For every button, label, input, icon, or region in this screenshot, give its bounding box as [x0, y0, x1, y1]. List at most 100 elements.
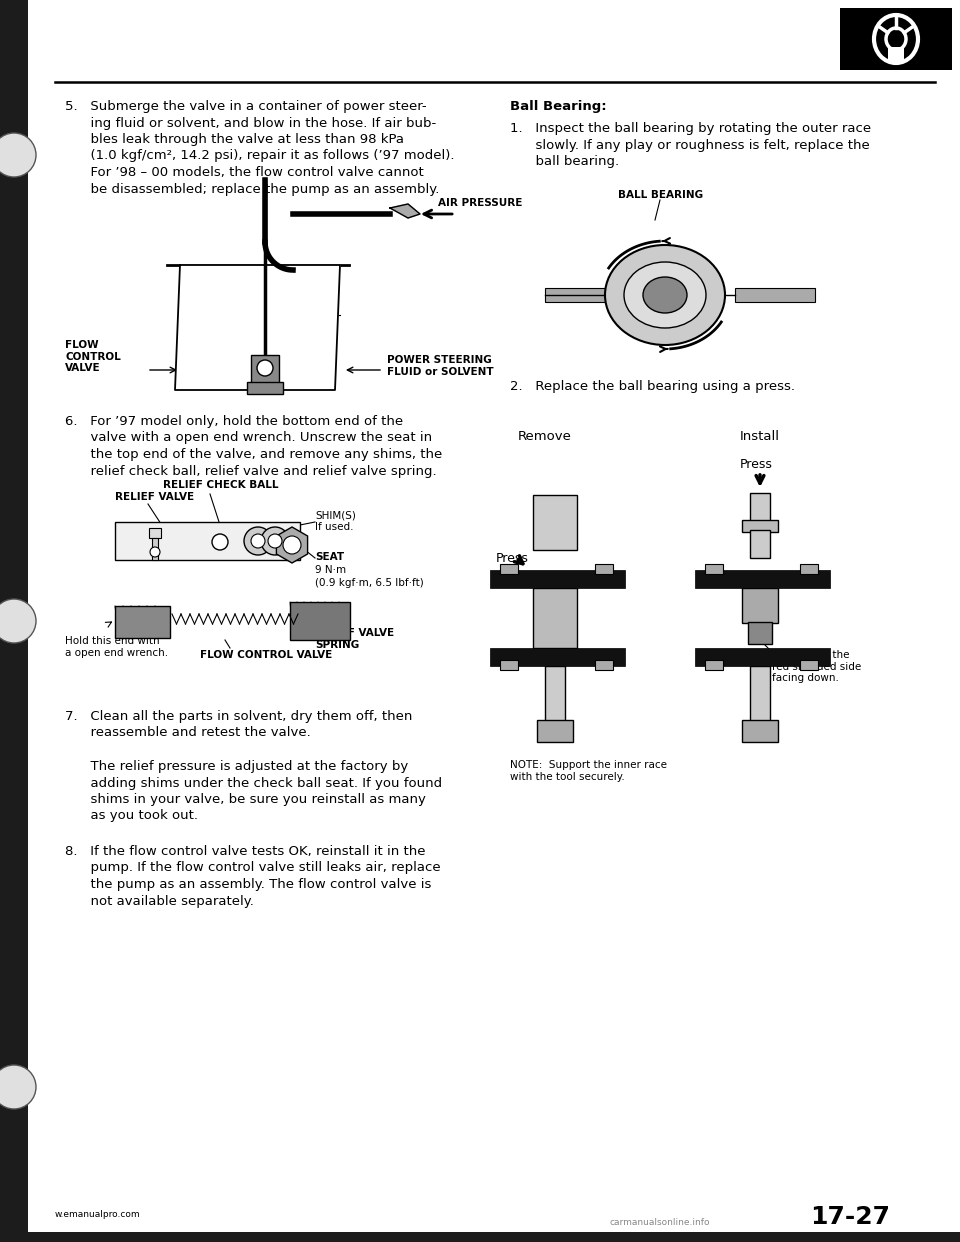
Text: FLOW
CONTROL
VALVE: FLOW CONTROL VALVE: [65, 340, 121, 373]
Bar: [149, 528, 161, 538]
Bar: [0, 1232, 960, 1242]
Text: ing fluid or solvent, and blow in the hose. If air bub-: ing fluid or solvent, and blow in the ho…: [65, 117, 436, 129]
Text: 5.   Submerge the valve in a container of power steer-: 5. Submerge the valve in a container of …: [65, 101, 426, 113]
Bar: [500, 660, 518, 669]
Text: The relief pressure is adjusted at the factory by: The relief pressure is adjusted at the f…: [65, 760, 408, 773]
Text: For ’98 – 00 models, the flow control valve cannot: For ’98 – 00 models, the flow control va…: [65, 166, 423, 179]
Circle shape: [0, 599, 36, 643]
Ellipse shape: [643, 277, 687, 313]
Text: carmanualsonline.info: carmanualsonline.info: [610, 1218, 710, 1227]
Bar: [742, 720, 778, 741]
Polygon shape: [175, 265, 340, 390]
Bar: [840, 7, 952, 70]
Circle shape: [150, 546, 160, 556]
Circle shape: [251, 534, 265, 548]
Text: SEAT: SEAT: [315, 551, 344, 561]
Circle shape: [261, 527, 289, 555]
Ellipse shape: [624, 262, 706, 328]
Text: the pump as an assembly. The flow control valve is: the pump as an assembly. The flow contro…: [65, 878, 431, 891]
Bar: [750, 530, 770, 558]
Bar: [152, 538, 158, 560]
Bar: [0, 0, 28, 1242]
Circle shape: [268, 534, 282, 548]
Circle shape: [0, 1064, 36, 1109]
Text: (1.0 kgf/cm², 14.2 psi), repair it as follows (’97 model).: (1.0 kgf/cm², 14.2 psi), repair it as fo…: [65, 149, 454, 163]
Text: RELIEF VALVE
SPRING: RELIEF VALVE SPRING: [315, 628, 395, 650]
Text: bles leak through the valve at less than 98 kPa: bles leak through the valve at less than…: [65, 133, 404, 147]
Text: 17-27: 17-27: [810, 1205, 890, 1230]
Bar: [705, 564, 723, 574]
Bar: [742, 587, 778, 623]
Circle shape: [283, 537, 301, 554]
Circle shape: [0, 133, 36, 178]
Polygon shape: [276, 527, 307, 563]
Bar: [695, 570, 830, 587]
Bar: [500, 564, 518, 574]
Text: reassemble and retest the valve.: reassemble and retest the valve.: [65, 727, 311, 739]
Text: POWER STEERING
FLUID or SOLVENT: POWER STEERING FLUID or SOLVENT: [387, 355, 493, 376]
Text: NOTE:  Support the inner race
with the tool securely.: NOTE: Support the inner race with the to…: [510, 760, 667, 781]
Text: pump. If the flow control valve still leaks air, replace: pump. If the flow control valve still le…: [65, 862, 441, 874]
Text: 7.   Clean all the parts in solvent, dry them off, then: 7. Clean all the parts in solvent, dry t…: [65, 710, 413, 723]
Text: (0.9 kgf·m, 6.5 lbf·ft): (0.9 kgf·m, 6.5 lbf·ft): [315, 578, 423, 587]
Bar: [595, 564, 613, 574]
Circle shape: [257, 360, 273, 376]
Bar: [800, 564, 818, 574]
Text: adding shims under the check ball seat. If you found: adding shims under the check ball seat. …: [65, 776, 443, 790]
Text: 9 N·m: 9 N·m: [315, 565, 347, 575]
Text: ball bearing.: ball bearing.: [510, 155, 619, 168]
Bar: [705, 660, 723, 669]
Bar: [750, 493, 770, 523]
Bar: [251, 355, 279, 385]
Bar: [247, 383, 283, 394]
Text: Install with the
red shielded side
facing down.: Install with the red shielded side facin…: [772, 650, 861, 683]
Bar: [290, 602, 350, 640]
Text: w.emanualpro.com: w.emanualpro.com: [55, 1210, 140, 1218]
Bar: [545, 288, 625, 302]
Bar: [533, 496, 577, 550]
Text: 2.   Replace the ball bearing using a press.: 2. Replace the ball bearing using a pres…: [510, 380, 795, 392]
Text: SHIM(S)
If used.: SHIM(S) If used.: [315, 510, 356, 532]
Polygon shape: [390, 204, 420, 219]
Bar: [537, 720, 573, 741]
Bar: [115, 522, 300, 560]
Text: Hold this end with
a open end wrench.: Hold this end with a open end wrench.: [65, 636, 168, 657]
Text: RELIEF CHECK BALL: RELIEF CHECK BALL: [163, 479, 278, 491]
Text: FLOW CONTROL VALVE: FLOW CONTROL VALVE: [200, 650, 332, 660]
Text: Install: Install: [740, 430, 780, 443]
Text: not available separately.: not available separately.: [65, 894, 253, 908]
Text: be disassembled; replace the pump as an assembly.: be disassembled; replace the pump as an …: [65, 183, 440, 195]
Text: 8.   If the flow control valve tests OK, reinstall it in the: 8. If the flow control valve tests OK, r…: [65, 845, 425, 858]
Bar: [595, 660, 613, 669]
Bar: [750, 666, 770, 722]
Text: relief check ball, relief valve and relief valve spring.: relief check ball, relief valve and reli…: [65, 465, 437, 477]
Bar: [490, 648, 625, 666]
Text: Press: Press: [740, 458, 773, 471]
Text: 1.   Inspect the ball bearing by rotating the outer race: 1. Inspect the ball bearing by rotating …: [510, 122, 871, 135]
Text: the top end of the valve, and remove any shims, the: the top end of the valve, and remove any…: [65, 448, 443, 461]
Ellipse shape: [605, 245, 725, 345]
Bar: [748, 622, 772, 645]
Text: as you took out.: as you took out.: [65, 810, 198, 822]
Bar: [115, 606, 170, 638]
Text: Ball Bearing:: Ball Bearing:: [510, 101, 607, 113]
Bar: [742, 520, 778, 532]
Text: RELIEF VALVE: RELIEF VALVE: [115, 492, 194, 502]
Bar: [490, 570, 625, 587]
Circle shape: [244, 527, 272, 555]
Bar: [545, 666, 565, 722]
Text: Remove: Remove: [518, 430, 572, 443]
Bar: [735, 288, 815, 302]
Text: slowly. If any play or roughness is felt, replace the: slowly. If any play or roughness is felt…: [510, 139, 870, 152]
Bar: [695, 648, 830, 666]
Text: Press: Press: [496, 551, 529, 565]
Bar: [800, 660, 818, 669]
Text: AIR PRESSURE: AIR PRESSURE: [438, 197, 522, 207]
Text: BALL BEARING: BALL BEARING: [618, 190, 703, 200]
Text: shims in your valve, be sure you reinstall as many: shims in your valve, be sure you reinsta…: [65, 792, 426, 806]
Text: 6.   For ’97 model only, hold the bottom end of the: 6. For ’97 model only, hold the bottom e…: [65, 415, 403, 428]
Text: valve with a open end wrench. Unscrew the seat in: valve with a open end wrench. Unscrew th…: [65, 431, 432, 445]
Circle shape: [212, 534, 228, 550]
Bar: [533, 587, 577, 648]
Bar: [888, 47, 904, 63]
